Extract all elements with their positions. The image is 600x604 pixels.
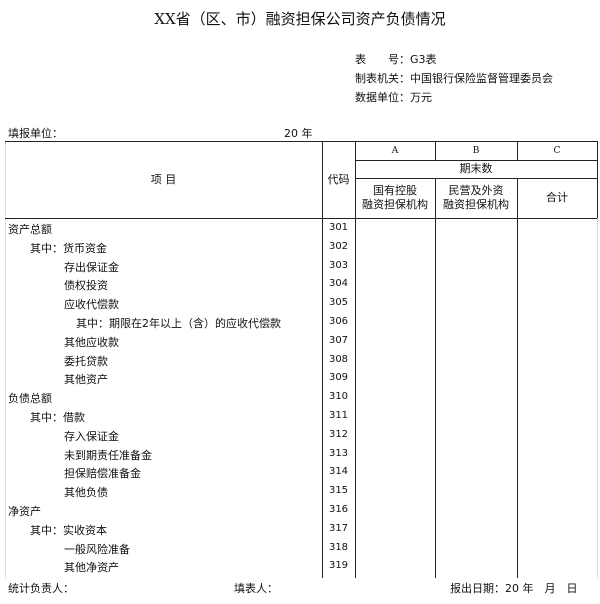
row-code: 315	[328, 485, 349, 497]
row-code: 314	[328, 466, 349, 478]
data-unit: 数据单位：万元	[355, 91, 432, 104]
row-label: 资产总额	[8, 223, 52, 236]
row-code: 313	[328, 447, 349, 459]
filler-label: 填表人：	[234, 582, 278, 595]
row-label: 其中：货币资金	[30, 241, 107, 255]
row-code: 308	[328, 353, 349, 365]
row-label: 其他资产	[64, 373, 108, 387]
row-label: 净资产	[8, 505, 41, 518]
row-label: 其他负债	[64, 486, 108, 500]
header-private-foreign: 民营及外资 融资担保机构	[443, 184, 509, 211]
row-label: 存出保证金	[64, 260, 119, 274]
row-code: 318	[328, 541, 349, 553]
row-code: 319	[328, 560, 349, 572]
header-total: 合计	[546, 191, 568, 204]
row-code: 317	[328, 522, 349, 534]
row-code: 306	[328, 316, 349, 327]
row-label: 应收代偿款	[64, 298, 119, 312]
header-col-b: B	[472, 145, 480, 156]
row-code: 304	[328, 278, 349, 290]
header-state-owned: 国有控股 融资担保机构	[362, 184, 428, 211]
row-code: 302	[328, 240, 349, 252]
row-label: 债权投资	[64, 279, 108, 293]
row-code: 301	[328, 222, 349, 233]
row-label: 担保赔偿准备金	[64, 467, 141, 481]
row-label: 负债总额	[8, 392, 52, 406]
row-code: 310	[328, 391, 349, 403]
header-col-c: C	[553, 145, 561, 156]
row-code: 307	[328, 334, 349, 346]
row-label: 其中：借款	[30, 411, 85, 424]
stat-head-label: 统计负责人：	[8, 582, 74, 595]
row-code: 309	[328, 372, 349, 384]
header-period-end: 期末数	[459, 162, 493, 175]
row-code: 311	[328, 410, 349, 421]
row-label: 未到期责任准备金	[64, 448, 152, 462]
row-code: 316	[328, 504, 349, 515]
row-label: 委托贷款	[64, 354, 108, 368]
row-code: 312	[328, 428, 349, 440]
report-title: XX省（区、市）融资担保公司资产负债情况	[154, 10, 446, 28]
row-label: 其他应收款	[64, 335, 119, 349]
form-number: 表 号：G3表	[355, 53, 437, 66]
report-date-label: 报出日期：20 年 月 日	[450, 582, 578, 595]
report-year: 20 年	[284, 127, 313, 140]
row-label: 一般风险准备	[64, 542, 130, 556]
row-code: 305	[328, 297, 349, 309]
filling-unit-label: 填报单位：	[8, 127, 63, 140]
row-label: 存入保证金	[64, 429, 119, 443]
header-code: 代码	[327, 172, 350, 186]
row-code: 303	[328, 259, 349, 271]
header-item: 项 目	[150, 172, 177, 186]
issuing-authority: 制表机关：中国银行保险监督管理委员会	[355, 72, 553, 85]
row-label: 其中：期限在2年以上（含）的应收代偿款	[76, 317, 281, 330]
header-col-a: A	[391, 145, 399, 156]
row-label: 其中：实收资本	[30, 523, 107, 537]
row-label: 其他净资产	[64, 561, 119, 575]
